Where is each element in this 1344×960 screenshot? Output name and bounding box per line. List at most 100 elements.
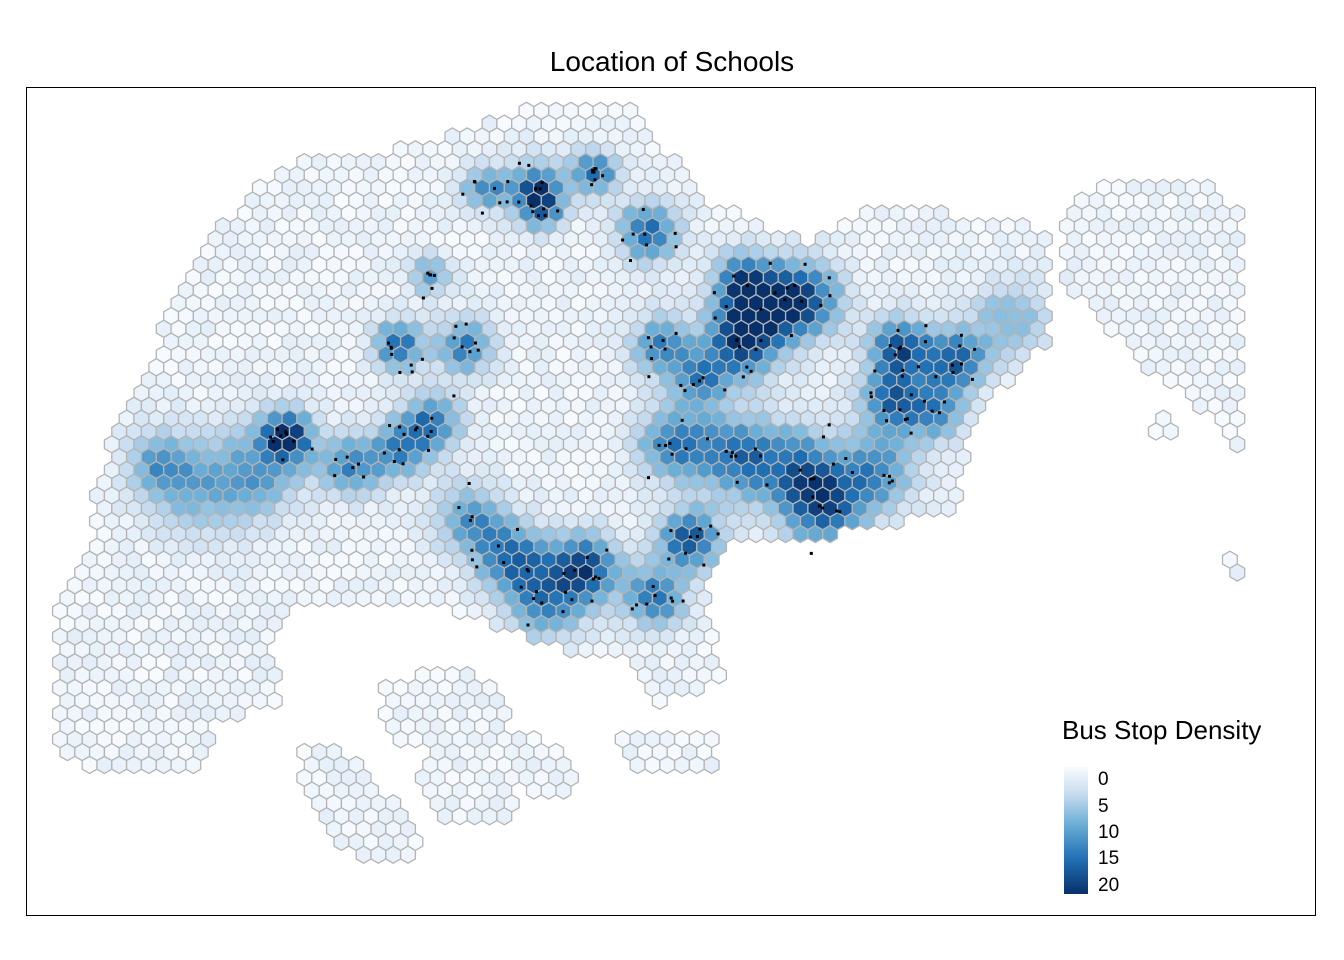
school-marker <box>573 568 577 572</box>
map-frame <box>26 87 1316 916</box>
school-marker <box>890 479 894 483</box>
hex-cell <box>355 845 372 864</box>
school-marker <box>835 509 839 513</box>
school-marker <box>893 353 897 357</box>
school-marker <box>345 455 349 459</box>
school-marker <box>542 207 546 211</box>
school-marker <box>540 181 544 185</box>
hex-cell <box>429 588 446 608</box>
hex-cell <box>481 806 498 826</box>
school-marker <box>426 271 430 275</box>
school-marker <box>869 391 873 395</box>
hex-cell <box>333 832 350 852</box>
hex-cell <box>651 691 668 711</box>
hex-cell <box>311 588 328 608</box>
hex-cell <box>496 806 513 826</box>
school-marker <box>593 167 597 170</box>
school-marker <box>409 363 413 367</box>
hex-cell <box>629 755 646 775</box>
hex-cell <box>607 640 624 659</box>
hex-cell <box>888 511 905 531</box>
legend-color-ramp <box>1064 767 1088 894</box>
school-marker <box>534 186 538 190</box>
school-marker <box>838 510 842 514</box>
school-marker <box>382 451 386 455</box>
hex-cell <box>170 755 187 775</box>
school-marker <box>712 291 716 295</box>
school-marker <box>670 452 674 456</box>
school-marker <box>454 324 458 328</box>
school-marker <box>526 623 530 627</box>
school-marker <box>664 444 668 447</box>
school-marker <box>671 599 675 603</box>
school-marker <box>585 556 589 559</box>
hex-cell <box>540 781 557 800</box>
school-marker <box>430 286 434 290</box>
school-marker <box>635 603 638 607</box>
school-marker <box>651 585 655 589</box>
school-marker <box>561 610 565 614</box>
hex-cell <box>340 588 357 608</box>
school-marker <box>691 383 695 386</box>
school-marker <box>461 192 465 196</box>
school-marker <box>673 231 677 235</box>
school-marker <box>429 273 433 277</box>
school-marker <box>749 369 753 373</box>
school-marker <box>388 424 392 428</box>
school-marker <box>738 345 742 349</box>
hex-cell <box>140 755 157 775</box>
hex-cell <box>214 704 231 723</box>
school-marker <box>657 443 661 447</box>
school-marker <box>590 183 594 187</box>
school-marker <box>480 211 484 215</box>
school-marker <box>709 524 713 528</box>
school-marker <box>669 596 673 600</box>
hex-cell <box>540 627 557 646</box>
school-marker <box>909 431 913 435</box>
hex-cell <box>111 755 128 775</box>
school-marker <box>519 585 523 589</box>
school-marker <box>812 477 816 481</box>
school-marker <box>924 324 928 328</box>
school-marker <box>873 369 877 373</box>
hex-cell <box>703 755 720 775</box>
hex-cell <box>81 755 98 775</box>
school-marker <box>641 208 645 211</box>
hex-cell <box>910 499 927 518</box>
school-marker <box>333 474 337 478</box>
school-marker <box>898 408 902 412</box>
school-marker <box>398 371 402 374</box>
school-marker <box>888 474 891 478</box>
hex-cell <box>385 588 402 608</box>
school-marker <box>882 473 886 477</box>
school-marker <box>793 283 797 287</box>
school-marker <box>427 448 430 452</box>
school-marker <box>661 338 665 342</box>
school-marker <box>543 213 547 217</box>
school-marker <box>716 532 720 536</box>
school-marker <box>789 334 793 338</box>
school-marker <box>421 296 425 300</box>
school-marker <box>970 377 974 381</box>
school-marker <box>681 599 685 603</box>
school-marker <box>590 599 594 603</box>
school-marker <box>645 243 648 247</box>
hex-cell <box>592 640 609 659</box>
school-marker <box>630 607 634 611</box>
school-marker <box>924 340 927 344</box>
school-marker <box>887 481 891 485</box>
school-marker <box>698 527 702 531</box>
school-marker <box>531 210 535 214</box>
legend-title: Bus Stop Density <box>1062 715 1262 745</box>
hex-cell <box>525 781 542 800</box>
hex-cell <box>577 640 594 659</box>
hex-cell <box>296 588 313 608</box>
school-marker <box>430 416 434 420</box>
school-marker <box>729 454 733 458</box>
school-marker <box>597 576 601 580</box>
hex-cell <box>125 755 143 775</box>
school-marker <box>734 454 738 458</box>
hex-cell <box>777 524 794 544</box>
school-marker <box>723 388 727 392</box>
